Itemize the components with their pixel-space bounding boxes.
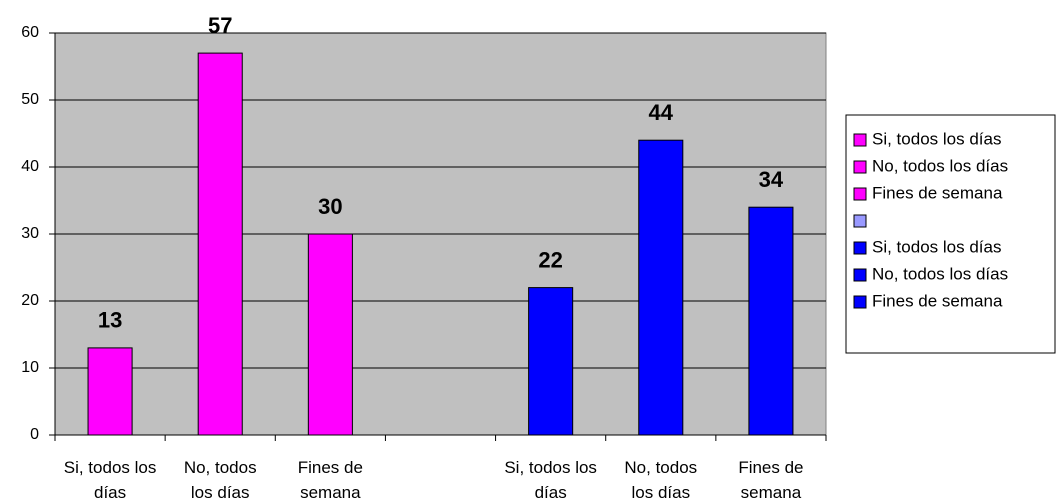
- x-label-box: Fines de semana: [297, 458, 363, 501]
- x-tick-label: Fines de semana: [297, 458, 363, 501]
- data-label: 13: [98, 308, 122, 333]
- y-tick-label: 40: [21, 158, 39, 175]
- x-label-box: No, todos los días: [624, 458, 698, 501]
- legend-label: Si, todos los días: [872, 129, 1001, 148]
- legend-swatch: [853, 268, 867, 282]
- legend-label: Fines de semana: [872, 183, 1003, 202]
- x-tick-label: Si, todos los días: [504, 458, 597, 501]
- x-tick-label: No, todos los días: [183, 458, 257, 501]
- legend-label: No, todos los días: [872, 156, 1008, 175]
- x-tick-label: No, todos los días: [624, 458, 698, 501]
- legend-swatch: [853, 133, 867, 147]
- y-tick-label: 50: [21, 91, 39, 108]
- bar: [748, 206, 794, 436]
- legend-swatch: [853, 295, 867, 309]
- legend-label: Si, todos los días: [872, 237, 1001, 256]
- x-tick-label: Fines de semana: [738, 458, 804, 501]
- x-label-box: No, todos los días: [183, 458, 257, 501]
- legend-swatch: [853, 214, 867, 228]
- data-label: 57: [208, 13, 232, 38]
- bar: [307, 233, 353, 436]
- data-label: 34: [759, 167, 784, 192]
- legend-label: Fines de semana: [872, 291, 1003, 310]
- x-label-box: Si, todos los días: [63, 458, 157, 501]
- bar: [638, 139, 684, 436]
- x-tick-label: Si, todos los días: [63, 458, 157, 501]
- y-tick-label: 10: [21, 359, 39, 376]
- legend-swatch: [853, 187, 867, 201]
- legend-swatch: [853, 160, 867, 174]
- y-tick-label: 30: [21, 225, 39, 242]
- x-label-box: Si, todos los días: [504, 458, 597, 501]
- y-tick-label: 20: [21, 292, 39, 309]
- legend-swatch: [853, 241, 867, 255]
- legend: [845, 114, 1056, 354]
- data-label: 22: [538, 247, 562, 272]
- bar: [197, 52, 243, 436]
- y-tick-label: 0: [30, 426, 39, 443]
- bar: [528, 287, 574, 436]
- data-label: 44: [649, 100, 674, 125]
- legend-label: No, todos los días: [872, 264, 1008, 283]
- x-label-box: Fines de semana: [738, 458, 804, 501]
- bar: [87, 347, 133, 436]
- data-label: 30: [318, 194, 342, 219]
- y-tick-label: 60: [21, 24, 39, 41]
